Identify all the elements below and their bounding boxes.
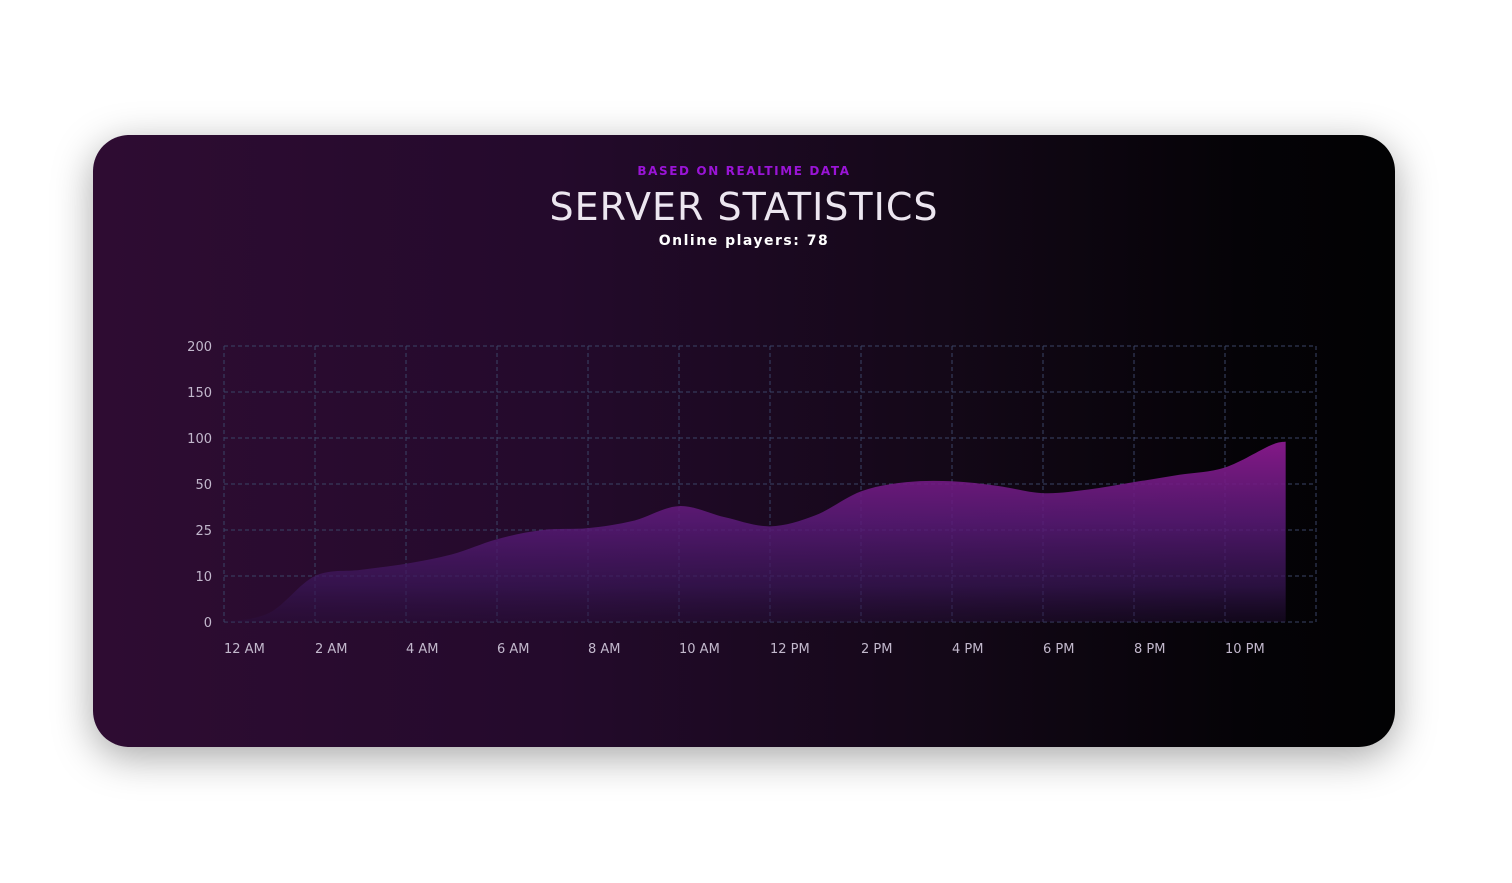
y-tick-label: 0 <box>204 616 212 631</box>
x-tick-label: 12 AM <box>224 642 265 657</box>
y-tick-label: 200 <box>187 340 212 355</box>
x-tick-label: 2 AM <box>315 642 348 657</box>
page-title: SERVER STATISTICS <box>549 185 939 229</box>
kicker-text: BASED ON REALTIME DATA <box>637 164 851 178</box>
x-tick-label: 4 AM <box>406 642 439 657</box>
x-tick-label: 10 PM <box>1225 642 1265 657</box>
y-tick-label: 50 <box>195 478 212 493</box>
x-tick-label: 8 PM <box>1134 642 1165 657</box>
x-tick-label: 6 AM <box>497 642 530 657</box>
y-tick-label: 150 <box>187 386 212 401</box>
x-tick-label: 8 AM <box>588 642 621 657</box>
x-tick-label: 4 PM <box>952 642 983 657</box>
x-tick-label: 6 PM <box>1043 642 1074 657</box>
y-axis-labels: 0 10 25 50 100 150 200 <box>187 340 212 631</box>
online-players-count: 78 <box>806 233 830 249</box>
y-tick-label: 10 <box>195 570 212 585</box>
x-axis-labels: 12 AM 2 AM 4 AM 6 AM 8 AM 10 AM 12 PM 2 PM 4 PM 6… <box>224 642 1265 657</box>
player-count-area <box>224 441 1286 622</box>
x-tick-label: 10 AM <box>679 642 720 657</box>
server-stats-chart: 0 10 25 50 100 150 200 12 AM 2 AM 4 AM 6 AM 8 AM 10… <box>187 340 1317 657</box>
x-tick-label: 2 PM <box>861 642 892 657</box>
y-tick-label: 100 <box>187 432 212 447</box>
y-tick-label: 25 <box>195 524 212 539</box>
online-players-label: Online players: <box>658 233 801 249</box>
online-players-text: Online players: 78 <box>93 233 1395 249</box>
x-tick-label: 12 PM <box>770 642 810 657</box>
stats-card: BASED ON REALTIME DATA SERVER STATISTICS… <box>93 135 1395 747</box>
